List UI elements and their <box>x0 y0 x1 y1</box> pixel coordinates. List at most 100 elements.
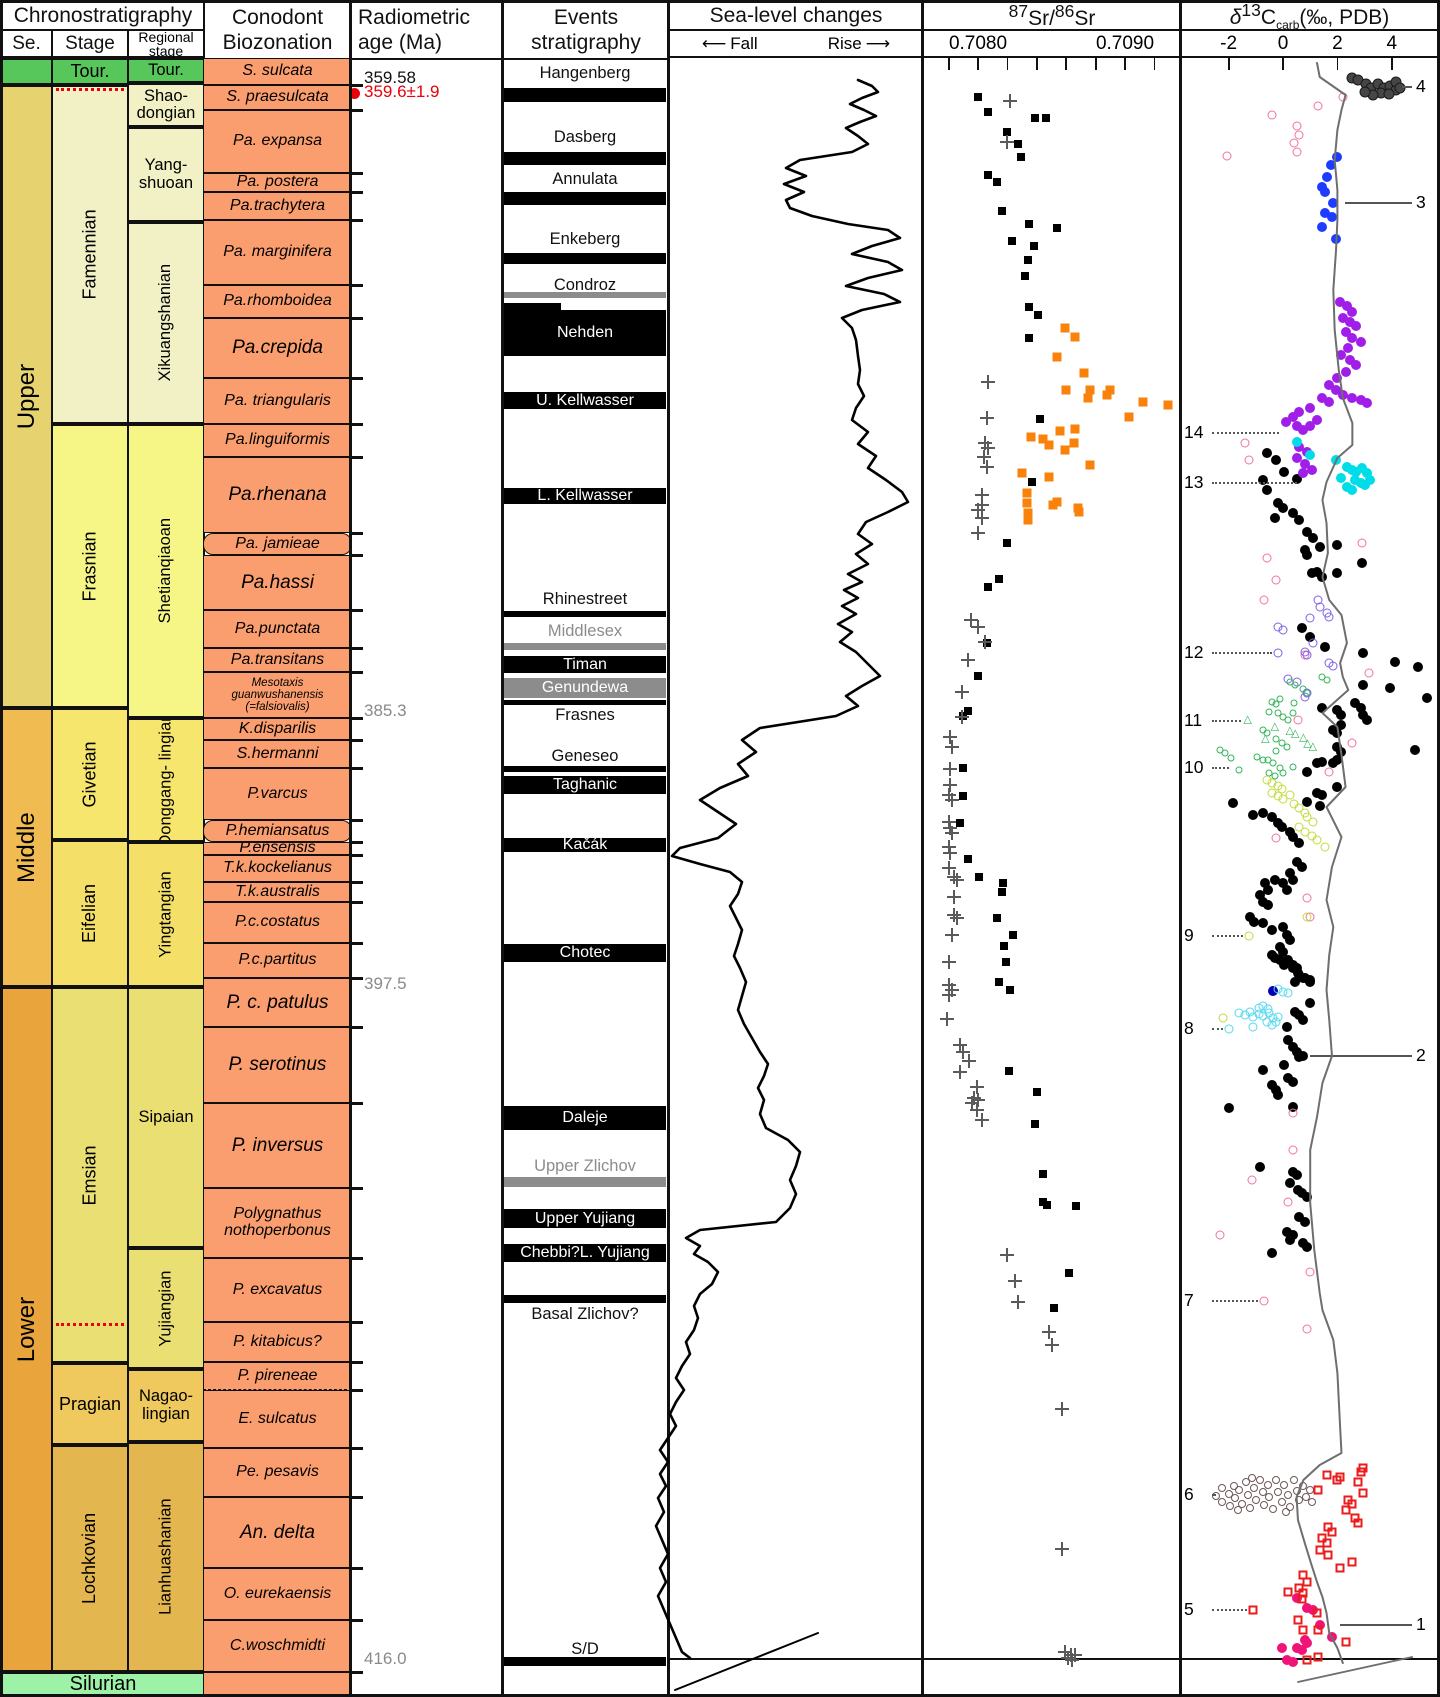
event-label: Enkeberg <box>549 230 621 248</box>
sr-point-black-square <box>982 639 991 647</box>
conodont-zone-row: Pe. pesavis <box>203 1448 352 1497</box>
c13-point-magenta-filled-circle <box>1297 1645 1308 1655</box>
sr-point-gray-plus <box>981 441 996 455</box>
c13-point-pink-open-circle <box>1313 101 1323 111</box>
c13-point-black-filled-circle <box>1261 448 1272 458</box>
sr-point-black-square <box>984 108 993 116</box>
radiometric-age-label: 416.0 <box>364 1649 407 1668</box>
c13-point-purple-filled-circle <box>1305 403 1316 413</box>
sr-point-gray-plus <box>971 503 985 517</box>
c13-point-violet-open-circle <box>1328 661 1338 671</box>
sr-point-gray-plus <box>944 740 959 754</box>
c13-point-pink-open-circle <box>1271 575 1281 585</box>
sr-point-gray-plus <box>943 730 958 744</box>
sr-axis-tick <box>947 58 950 70</box>
sr-point-black-square <box>963 855 972 863</box>
c13-point-green-open-triangle: △ <box>1243 713 1252 726</box>
sr-axis-tick <box>977 58 980 70</box>
c13-point-green-open-triangle: △ <box>1270 720 1280 733</box>
c13-point-brown-open-circle <box>1272 1476 1281 1484</box>
column-border <box>921 0 924 1697</box>
conodont-zone-row: T.k.kockelianus <box>203 855 352 882</box>
sr-point-orange-square <box>1023 508 1033 518</box>
c13-point-black-filled-circle <box>1422 693 1433 703</box>
c13-point-cyan-filled-circle <box>1356 463 1367 473</box>
c13-point-purple-filled-circle <box>1332 373 1343 383</box>
event-bar <box>504 152 666 165</box>
sr-point-gray-plus <box>941 788 956 802</box>
c13-point-black-filled-circle <box>1257 808 1268 818</box>
sr-point-black-square <box>1034 311 1043 319</box>
c13-point-black-filled-circle <box>1302 550 1313 560</box>
c13-point-red-open-square <box>1302 1577 1312 1587</box>
sr-point-black-square <box>984 583 993 591</box>
c13-point-red-open-square <box>1323 1550 1333 1560</box>
c13-point-darkgray-filled-circle <box>1383 88 1395 100</box>
c13-point-red-open-square <box>1312 1608 1322 1618</box>
c13-point-black-filled-circle <box>1287 1077 1298 1087</box>
c13-point-brown-open-circle <box>1264 1481 1273 1489</box>
sr-point-black-square <box>1035 415 1044 423</box>
c13-point-cyan-filled-circle <box>1291 437 1302 447</box>
c13-point-green-open-circle <box>1263 729 1271 737</box>
conodont-zone-row: P.hemiansatus <box>203 820 352 842</box>
c13-point-green-open-circle <box>1289 709 1297 717</box>
event-bar-Upper Yujiang: Upper Yujiang <box>504 1209 666 1228</box>
c13-point-brown-open-circle <box>1284 1491 1293 1499</box>
c13-point-black-filled-circle <box>1287 875 1298 885</box>
c13-point-cyan-filled-circle <box>1331 455 1342 465</box>
event-bar <box>504 192 666 205</box>
radiometric-boundary-tick <box>350 1496 363 1499</box>
sr-point-orange-square <box>1044 440 1054 450</box>
c13-point-green-open-circle <box>1235 766 1243 774</box>
event-label: Upper Zlichov <box>534 1157 636 1175</box>
c13-point-black-filled-circle <box>1279 1060 1290 1070</box>
c13-point-darkgray-filled-circle <box>1394 82 1406 94</box>
radiometric-boundary-tick <box>350 456 363 459</box>
stage-cell: Pragian <box>51 1363 129 1445</box>
conodont-zone-row: P. inversus <box>203 1103 352 1188</box>
c13-point-green-open-circle <box>1323 676 1331 684</box>
c13-point-black-filled-circle <box>1267 1080 1278 1090</box>
c13-point-black-filled-circle <box>1332 568 1343 578</box>
sr-point-gray-plus <box>941 840 956 854</box>
sr-point-orange-square <box>1052 352 1062 362</box>
conodont-zone-row: Pa.crepida <box>203 318 352 378</box>
sr-point-orange-square <box>1163 400 1173 410</box>
column-border <box>501 0 504 1697</box>
sr-point-gray-plus <box>1054 1402 1069 1416</box>
sr-point-gray-plus <box>1044 1338 1059 1352</box>
c13-point-pink-open-circle <box>1357 538 1367 548</box>
sr-point-gray-plus <box>956 1045 971 1059</box>
c13-point-violet-open-circle <box>1302 650 1312 660</box>
sr-point-gray-plus <box>962 1054 977 1068</box>
c13-point-black-filled-circle <box>1267 925 1278 935</box>
c13-point-blue-filled-circle <box>1328 198 1339 208</box>
c13-marker-leader <box>1310 1055 1412 1057</box>
sr-point-gray-plus <box>1065 1653 1080 1667</box>
c13-point-blue-filled-circle <box>1320 187 1331 197</box>
series-cell: Lower <box>0 987 53 1672</box>
c13-point-black-filled-circle <box>1298 1051 1309 1061</box>
conodont-zone-row: E. sulcatus <box>203 1390 352 1448</box>
conodont-zone-row: S. sulcata <box>203 58 352 85</box>
c13-point-black-filled-circle <box>1332 540 1343 550</box>
sr-point-black-square <box>997 888 1006 896</box>
c13-point-violet-open-circle <box>1324 612 1334 622</box>
sr-point-gray-plus <box>975 1113 990 1127</box>
event-label: Rhinestreet <box>542 590 628 608</box>
conodont-zone-row: P.c.costatus <box>203 902 352 943</box>
sr-point-gray-plus <box>941 861 956 875</box>
c13-point-black-filled-circle <box>1358 648 1369 658</box>
c13-point-purple-filled-circle <box>1287 412 1298 422</box>
c13-point-black-filled-circle <box>1317 572 1328 582</box>
c13-marker-number: 10 <box>1184 757 1204 778</box>
sr-point-black-square <box>1001 958 1010 966</box>
c13-point-cyan-filled-circle <box>1365 475 1376 485</box>
event-partial-bar <box>504 303 561 310</box>
series-cell: Middle <box>0 708 53 987</box>
sr-point-gray-plus <box>975 488 990 502</box>
c13-point-green-open-circle <box>1269 759 1277 767</box>
column-border <box>1179 0 1182 1697</box>
conodont-zone-row: Pa.transitans <box>203 648 352 672</box>
